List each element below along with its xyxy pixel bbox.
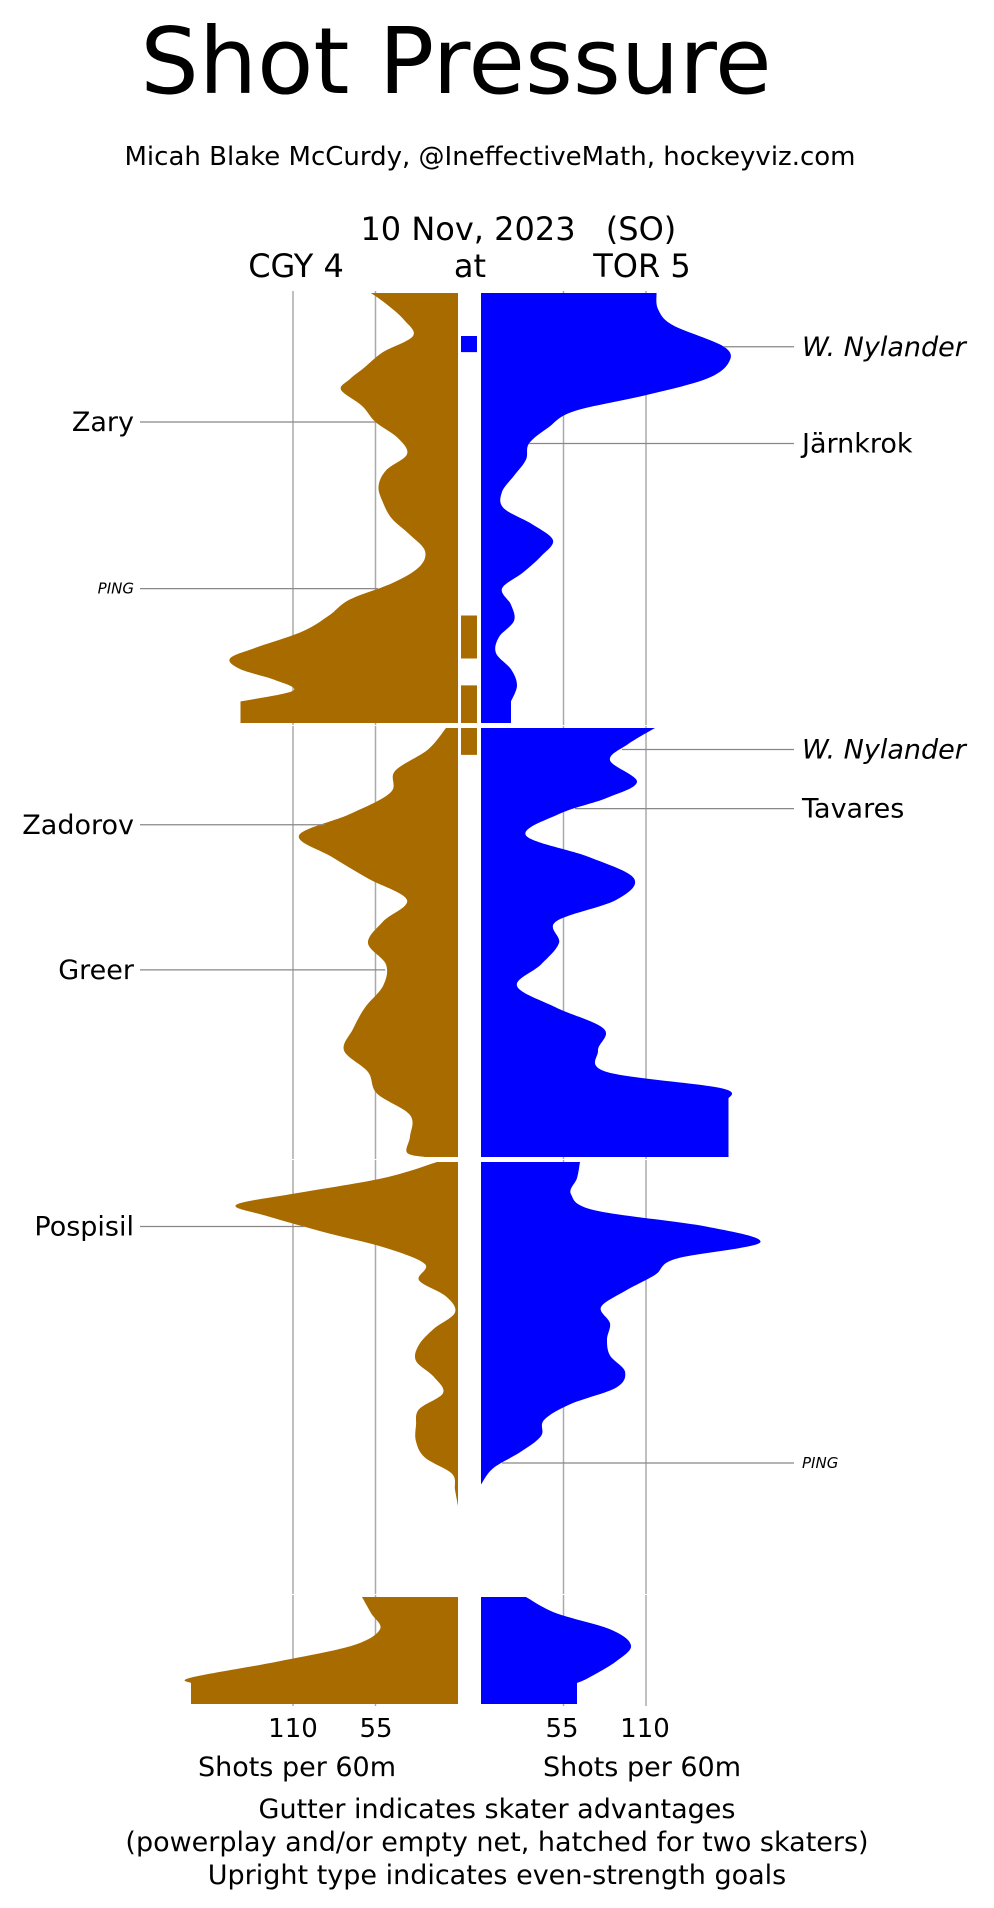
home-advantage-mark-p1-0 — [461, 336, 477, 353]
home-pressure-area-p1 — [481, 293, 731, 723]
home-tick-110: 110 — [620, 1714, 670, 1744]
chart-subtitle: Micah Blake McCurdy, @IneffectiveMath, h… — [125, 142, 856, 172]
grid-lines — [292, 291, 647, 1706]
goal-label-cgy-ping-3: PING — [98, 580, 134, 598]
footer-line-1: Gutter indicates skater advantages — [259, 1794, 736, 1825]
goal-label-cgy-zadorov-6: Zadorov — [22, 810, 134, 841]
advantage-gutter — [461, 336, 477, 755]
pressure-areas — [184, 293, 761, 1704]
game-result: (SO) — [606, 210, 676, 248]
home-pressure-area-p2 — [481, 728, 733, 1157]
away-pressure-area-p2 — [298, 728, 458, 1157]
goal-label-tor-tavares-5: Tavares — [801, 794, 904, 825]
away-pressure-area-p1 — [229, 293, 458, 723]
goal-label-tor-ping-9: PING — [802, 1454, 838, 1472]
goal-label-cgy-pospisil-8: Pospisil — [34, 1212, 134, 1243]
away-advantage-mark-p2-0 — [461, 728, 477, 755]
away-tick-55: 55 — [359, 1714, 392, 1744]
goal-label-tor-w-nylander-0: W. Nylander — [802, 332, 968, 363]
goal-annotations: W. Nylander Zary Järnkrok PING W. Nylander Ta… — [22, 332, 967, 1472]
away-pressure-area-p3 — [235, 1162, 458, 1592]
game-date: 10 Nov, 2023 — [360, 210, 575, 248]
away-advantage-mark-p1-0 — [461, 615, 477, 659]
at-label: at — [454, 247, 486, 285]
home-pressure-area-p4 — [481, 1597, 632, 1704]
goal-label-cgy-zary-1: Zary — [72, 407, 134, 438]
away-team-score: CGY 4 — [248, 247, 344, 285]
home-team-score: TOR 5 — [592, 247, 691, 285]
chart-title: Shot Pressure — [140, 8, 771, 115]
away-tick-110: 110 — [268, 1714, 318, 1744]
footer-line-3: Upright type indicates even-strength goa… — [208, 1860, 786, 1891]
away-pressure-area-p4 — [184, 1597, 459, 1704]
footer-line-2: (powerplay and/or empty net, hatched for… — [125, 1827, 868, 1858]
goal-label-tor-j-rnkrok-2: Järnkrok — [800, 429, 913, 460]
away-axis-label: Shots per 60m — [198, 1752, 396, 1783]
home-axis-label: Shots per 60m — [543, 1752, 741, 1783]
away-advantage-mark-p1-1 — [461, 685, 477, 723]
goal-label-cgy-greer-7: Greer — [58, 955, 135, 986]
goal-label-tor-w-nylander-4: W. Nylander — [802, 735, 968, 766]
home-tick-55: 55 — [545, 1714, 578, 1744]
home-pressure-area-p3 — [481, 1162, 761, 1592]
